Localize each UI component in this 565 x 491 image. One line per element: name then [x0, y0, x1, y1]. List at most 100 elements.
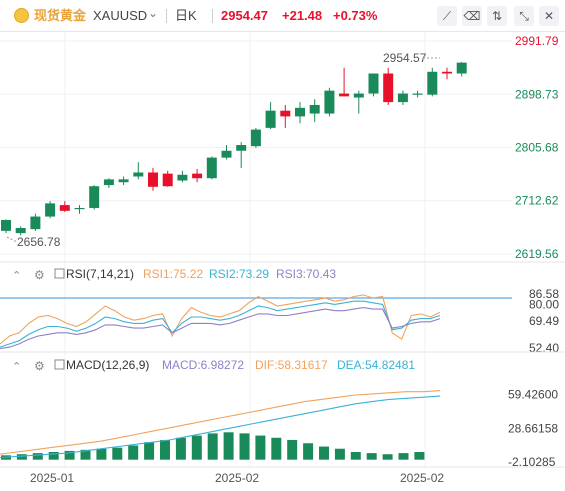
chevron-down-icon[interactable]: ⌄ [148, 6, 159, 20]
collapse-arrow-icon[interactable]: ⌃ [12, 270, 21, 282]
macd-bar [96, 448, 107, 460]
candle [133, 162, 144, 180]
macd-bar [350, 452, 361, 460]
rsi-tick-label: 52.40 [529, 341, 559, 355]
candle [206, 156, 217, 180]
candle-body [221, 150, 232, 158]
collapse-arrow-icon[interactable]: ⌃ [12, 361, 21, 373]
candle [89, 185, 100, 210]
divider [166, 9, 167, 23]
candle-body [133, 172, 144, 177]
candle-body [103, 179, 114, 186]
timeframe-selector[interactable]: 日K [175, 8, 197, 23]
candle [177, 170, 188, 183]
candle [74, 205, 85, 214]
dif-value: DIF:58.31617 [255, 358, 328, 372]
divider [212, 9, 213, 23]
rsi-line-2 [0, 300, 441, 348]
candle-body [456, 62, 467, 74]
candle [162, 170, 173, 187]
macd-bar [48, 452, 59, 460]
settings-gear-icon[interactable]: ⚙ [34, 268, 45, 282]
candle [45, 201, 56, 219]
macd-bar [144, 442, 155, 460]
candle [442, 67, 452, 80]
candle-body [192, 173, 203, 179]
candle-body [148, 172, 158, 187]
candlestick-panel: 2991.79 2898.73 2805.68 2712.62 2619.56 2954… [1, 34, 559, 261]
price-chart-area[interactable]: 2991.79 2898.73 2805.68 2712.62 2619.56 2954… [0, 32, 565, 491]
settings-gear-icon[interactable]: ⚙ [34, 359, 45, 373]
candle [324, 87, 335, 117]
candle [236, 142, 247, 168]
dif-line [0, 390, 441, 455]
rsi-line-1 [0, 294, 441, 345]
candle-body [118, 179, 129, 183]
rsi-tick-label: 69.49 [529, 314, 559, 328]
candle-body [383, 73, 394, 103]
x-tick-label: 2025-01 [30, 471, 74, 485]
candle [250, 127, 261, 148]
macd-bar [112, 447, 123, 460]
candle-body [250, 129, 261, 147]
candle [148, 167, 158, 191]
grid-lines [0, 32, 512, 467]
x-tick-label: 2025-02 [400, 471, 444, 485]
rsi-tick-label: 80.00 [529, 297, 559, 311]
candle-body [397, 93, 408, 103]
candle [118, 176, 129, 186]
macd-panel: ⌃ ⚙ MACD(12,26,9) MACD:6.98272 DIF:58.31… [0, 358, 558, 469]
candle-body [177, 174, 188, 181]
macd-bar [16, 454, 27, 460]
max-price-label: 2954.57 [383, 51, 427, 65]
candle-body [30, 216, 41, 230]
candle [59, 201, 70, 212]
candle [295, 102, 305, 124]
close-icon[interactable]: ✕ [539, 6, 559, 26]
dea-value: DEA:54.82481 [337, 358, 415, 372]
price-change-percent: +0.73% [333, 8, 378, 23]
candle [309, 99, 320, 123]
macd-value: MACD:6.98272 [162, 358, 244, 372]
candle-body [295, 107, 305, 117]
last-price: 2954.47 [221, 8, 268, 23]
draw-line-icon[interactable]: ⟋ [437, 6, 457, 26]
rsi3-value: RSI3:70.43 [276, 267, 336, 281]
candle-body [89, 186, 100, 208]
candle-body [280, 110, 291, 117]
macd-bar [255, 435, 266, 460]
rsi-tick-label: 86.58 [529, 287, 559, 301]
candle [383, 67, 394, 105]
symbol-selector[interactable]: XAUUSD [93, 8, 148, 23]
candle-body [45, 203, 56, 217]
candle-body [265, 110, 276, 128]
macd-tick-label: 59.42600 [508, 388, 558, 402]
indicator-icon[interactable]: ⇅ [487, 6, 507, 26]
candle-body [15, 227, 26, 234]
indicator-toggle-icon[interactable] [54, 268, 65, 279]
x-tick-label: 2025-02 [215, 471, 259, 485]
candle [397, 90, 408, 105]
candle [368, 73, 379, 97]
rsi1-value: RSI1:75.22 [143, 267, 203, 281]
candle-body [412, 93, 423, 95]
candle-body [339, 93, 350, 97]
macd-bar [319, 446, 329, 460]
indicator-toggle-icon[interactable] [54, 359, 65, 370]
min-price-leader [6, 236, 18, 243]
collapse-icon[interactable]: ⤡ [514, 6, 534, 26]
eraser-icon[interactable]: ⌫ [462, 6, 482, 26]
macd-bar [398, 453, 409, 460]
rsi-indicator-label: RSI(7,14,21) [66, 267, 134, 281]
rsi-line-3 [0, 307, 441, 350]
candle-body [442, 71, 452, 74]
macd-tick-label: -2.10285 [508, 455, 556, 469]
macd-bar [80, 449, 91, 460]
macd-bar [32, 453, 43, 460]
candle [15, 226, 26, 236]
candle [353, 90, 364, 114]
x-axis: 2025-01 2025-02 2025-02 [30, 471, 444, 485]
macd-tick-label: 28.66158 [508, 421, 558, 435]
min-price-label: 2656.78 [17, 235, 61, 249]
chart-header: 现货黄金 XAUUSD ⌄ 日K 2954.47 +21.48 +0.73% ⟋… [0, 0, 565, 32]
